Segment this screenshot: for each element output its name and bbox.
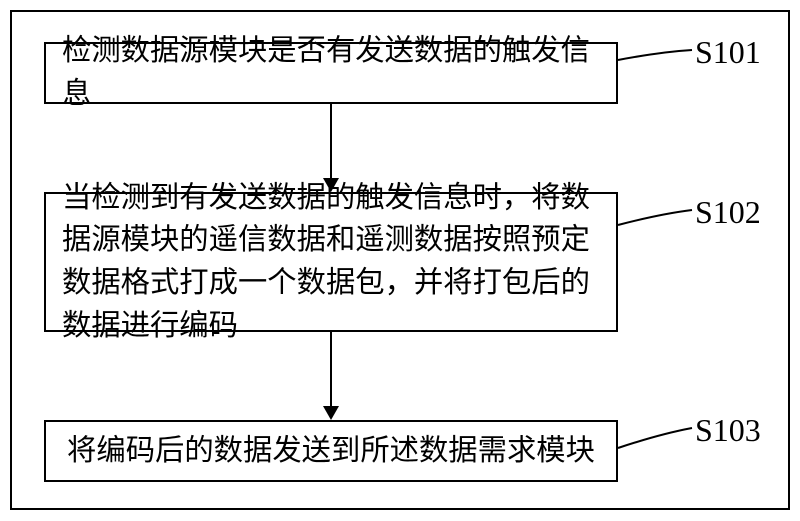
flowchart-canvas: 检测数据源模块是否有发送数据的触发信息 当检测到有发送数据的触发信息时，将数据源… — [0, 0, 800, 521]
label-s102-text: S102 — [695, 194, 761, 230]
label-s102: S102 — [695, 194, 761, 231]
label-s101: S101 — [695, 34, 761, 71]
label-s103: S103 — [695, 412, 761, 449]
connector-s103 — [0, 0, 800, 521]
label-s101-text: S101 — [695, 34, 761, 70]
label-s103-text: S103 — [695, 412, 761, 448]
